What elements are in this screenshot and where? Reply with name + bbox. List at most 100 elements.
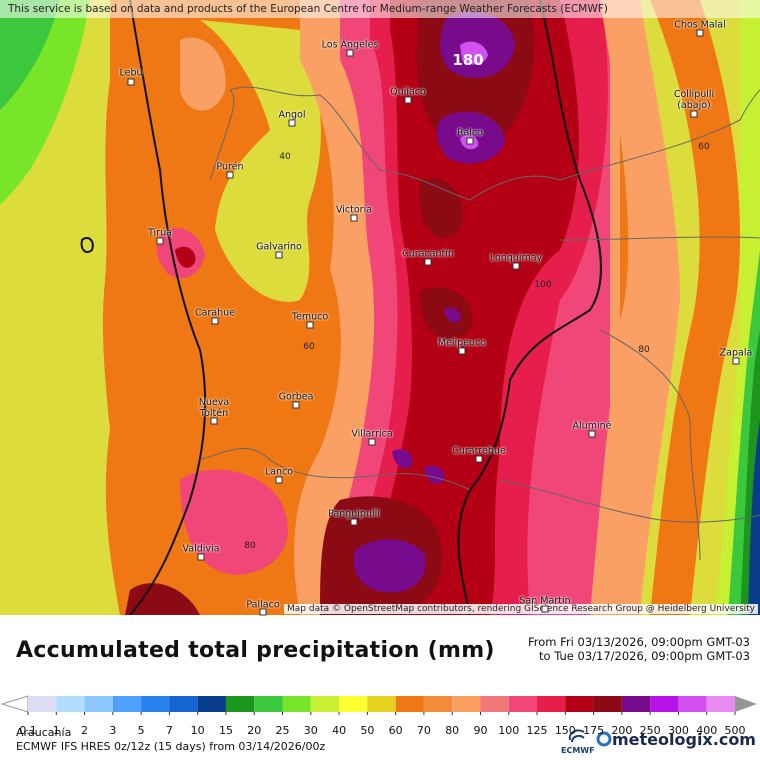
city-marker <box>127 78 135 86</box>
brand-icon <box>596 731 612 747</box>
city-label: Lebu <box>119 67 143 79</box>
contour-label: 180 <box>452 51 484 69</box>
colorbar-box <box>650 696 679 712</box>
colorbar-box <box>678 696 707 712</box>
city-label: Purén <box>216 161 244 173</box>
city-marker <box>350 518 358 526</box>
colorbar-box <box>621 696 651 712</box>
city-marker <box>475 455 483 463</box>
colorbar-box <box>169 696 198 712</box>
colorbar-label: 50 <box>360 724 375 737</box>
data-credit: This service is based on data and produc… <box>0 0 760 18</box>
colorbar-label: 200 <box>611 724 633 737</box>
colorbar-label: 300 <box>667 724 689 737</box>
colorbar-label: 250 <box>639 724 661 737</box>
city-label: Melipeuco <box>437 337 487 349</box>
colorbar-box <box>537 696 566 712</box>
city-marker <box>424 258 432 266</box>
colorbar-box <box>282 696 311 712</box>
city-label: Temuco <box>291 311 329 323</box>
city-label: Victoria <box>335 204 373 216</box>
contour-label: 60 <box>303 342 315 352</box>
colorbar-label: 90 <box>473 724 488 737</box>
colorbar <box>0 695 757 715</box>
city-label: Collipulli (abajo) <box>673 89 715 111</box>
city-marker <box>466 137 474 145</box>
colorbar-label: 500 <box>724 724 746 737</box>
colorbar-label: 25 <box>275 724 290 737</box>
city-marker <box>588 430 596 438</box>
colorbar-box <box>28 696 57 712</box>
colorbar-label: 10 <box>190 724 205 737</box>
city-marker <box>541 605 549 613</box>
region: Araucanía <box>16 726 72 739</box>
city-marker <box>306 321 314 329</box>
precipitation-map <box>0 0 760 615</box>
colorbar-under <box>0 695 29 713</box>
colorbar-box <box>565 696 594 712</box>
ecmwf-logo: ECMWF <box>561 746 595 755</box>
colorbar-label: 40 <box>332 724 347 737</box>
colorbar-label: 7 <box>165 724 173 737</box>
period-to: to Tue 03/17/2026, 09:00pm GMT-03 <box>539 649 750 663</box>
colorbar-box <box>593 696 622 712</box>
colorbar-label: 15 <box>218 724 233 737</box>
city-marker <box>404 96 412 104</box>
city-marker <box>690 110 698 118</box>
city-marker <box>346 49 354 57</box>
colorbar-label: 0.1 <box>19 724 37 737</box>
city-label: Curacautín <box>402 248 454 260</box>
colorbar-label: 5 <box>137 724 145 737</box>
colorbar-label: 175 <box>583 724 605 737</box>
colorbar-box <box>508 696 538 712</box>
map-attribution: Map data © OpenStreetMap contributors, r… <box>284 604 758 614</box>
colorbar-label: 1 <box>52 724 60 737</box>
colorbar-label: 60 <box>388 724 403 737</box>
colorbar-box <box>706 696 735 712</box>
colorbar-label: 125 <box>526 724 548 737</box>
city-marker <box>696 29 704 37</box>
colorbar-box <box>254 696 283 712</box>
city-label: Carahue <box>194 307 236 319</box>
colorbar-label: 3 <box>109 724 117 737</box>
city-label: Curarrehue <box>452 445 506 457</box>
city-marker <box>458 347 466 355</box>
contour-label: 60 <box>698 142 710 152</box>
city-label: Los Ángeles <box>321 39 379 51</box>
city-marker <box>275 476 283 484</box>
model-info: ECMWF IFS HRES 0z/12z (15 days) from 03/… <box>16 740 326 753</box>
colorbar-box <box>225 696 255 712</box>
colorbar-box <box>452 696 481 712</box>
city-label: San Martín <box>519 595 571 607</box>
city-marker <box>197 553 205 561</box>
colorbar-box <box>197 696 226 712</box>
city-marker <box>288 119 296 127</box>
city-label: Chos Malal <box>674 19 726 31</box>
city-label: Ralco <box>457 127 483 139</box>
city-label: Valdivia <box>182 543 220 555</box>
colorbar-label: 150 <box>554 724 576 737</box>
city-label: Pallaco <box>246 599 280 611</box>
city-label: Zapala <box>719 347 753 359</box>
period-from: From Fri 03/13/2026, 09:00pm GMT-03 <box>528 635 750 649</box>
colorbar-box <box>141 696 170 712</box>
city-label: Aluminé <box>572 420 612 432</box>
city-marker <box>292 401 300 409</box>
colorbar-box <box>56 696 85 712</box>
city-marker <box>275 251 283 259</box>
colorbar-label: 20 <box>247 724 262 737</box>
colorbar-box <box>480 696 509 712</box>
city-marker <box>350 214 358 222</box>
city-label: Panguipulli <box>328 508 380 520</box>
city-marker <box>156 237 164 245</box>
city-marker <box>210 417 218 425</box>
colorbar-box <box>310 696 340 712</box>
colorbar-box <box>339 696 368 712</box>
contour-label: 100 <box>534 280 552 290</box>
colorbar-label: 30 <box>303 724 318 737</box>
city-label: Villarrica <box>351 428 393 440</box>
city-label: Lanco <box>264 466 294 478</box>
colorbar-label: 70 <box>416 724 431 737</box>
colorbar-box <box>112 696 142 712</box>
city-label: Gorbea <box>278 391 314 403</box>
